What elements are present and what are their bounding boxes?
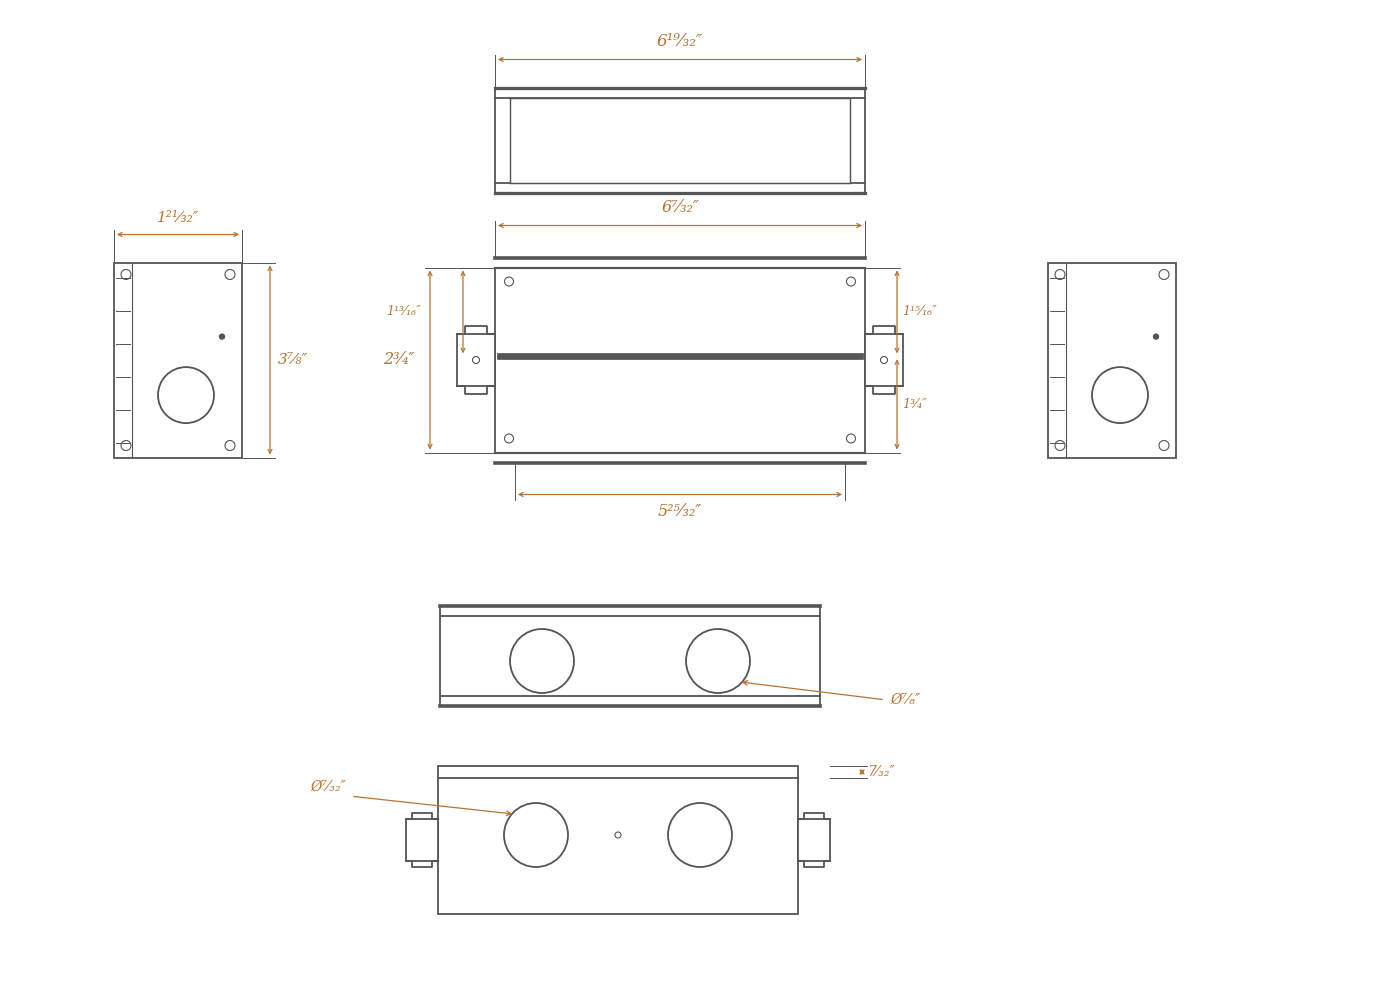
Text: 1¹⁵⁄₁₆″: 1¹⁵⁄₁₆″ bbox=[902, 305, 937, 318]
Text: 6⁷⁄₃₂″: 6⁷⁄₃₂″ bbox=[661, 200, 699, 217]
Bar bbox=[456, 334, 496, 386]
Bar bbox=[406, 819, 438, 861]
Bar bbox=[865, 334, 903, 386]
Text: Ø⁷⁄₃₂″: Ø⁷⁄₃₂″ bbox=[311, 780, 346, 794]
Text: 6¹⁹⁄₃₂″: 6¹⁹⁄₃₂″ bbox=[657, 32, 703, 49]
Text: 2³⁄₄″: 2³⁄₄″ bbox=[384, 352, 414, 368]
Bar bbox=[510, 98, 850, 182]
Text: 5²⁵⁄₃₂″: 5²⁵⁄₃₂″ bbox=[658, 504, 703, 520]
Bar bbox=[1049, 262, 1176, 458]
Circle shape bbox=[1154, 334, 1159, 339]
Text: Ø⁷⁄₈″: Ø⁷⁄₈″ bbox=[890, 693, 920, 707]
Text: 3⁷⁄₈″: 3⁷⁄₈″ bbox=[279, 353, 308, 367]
Bar bbox=[440, 606, 820, 706]
Bar bbox=[438, 766, 798, 914]
Text: 7⁄₃₂″: 7⁄₃₂″ bbox=[867, 765, 895, 779]
Bar bbox=[798, 819, 830, 861]
Bar bbox=[496, 267, 865, 452]
Text: 1²¹⁄₃₂″: 1²¹⁄₃₂″ bbox=[157, 212, 199, 226]
Text: 1¹³⁄₁₆″: 1¹³⁄₁₆″ bbox=[386, 305, 421, 318]
Bar bbox=[113, 262, 242, 458]
Text: 1³⁄₄″: 1³⁄₄″ bbox=[902, 398, 927, 411]
Circle shape bbox=[220, 334, 224, 339]
